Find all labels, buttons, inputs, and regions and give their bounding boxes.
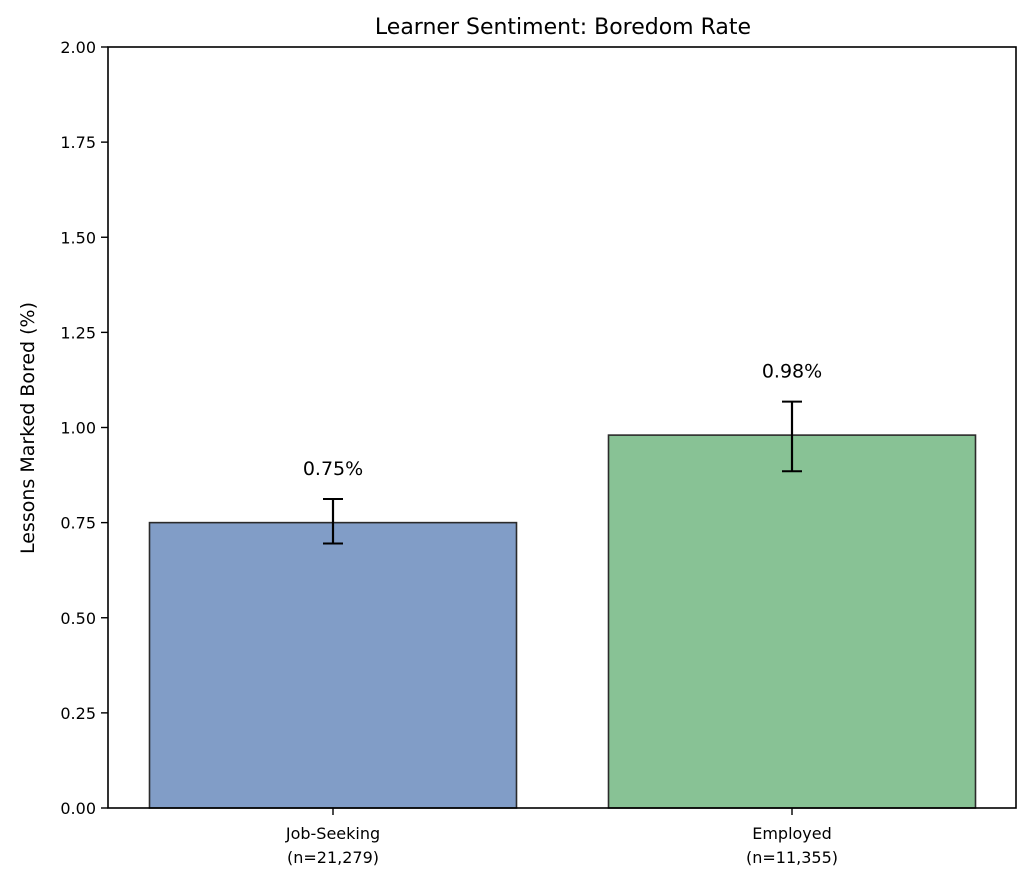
y-tick-label: 0.50 bbox=[60, 609, 96, 628]
x-tick-sublabel: (n=11,355) bbox=[746, 848, 838, 867]
y-tick-label: 1.75 bbox=[60, 133, 96, 152]
chart-title: Learner Sentiment: Boredom Rate bbox=[375, 15, 751, 40]
x-tick-label: Employed bbox=[752, 824, 832, 843]
bar bbox=[148, 521, 518, 809]
y-tick-label: 1.00 bbox=[60, 419, 96, 438]
x-tick-label: Job-Seeking bbox=[285, 824, 380, 843]
y-tick-label: 0.75 bbox=[60, 514, 96, 533]
y-tick-label: 2.00 bbox=[60, 38, 96, 57]
y-tick-label: 1.50 bbox=[60, 228, 96, 247]
bar bbox=[607, 434, 977, 809]
y-tick-label: 0.25 bbox=[60, 704, 96, 723]
y-tick-label: 0.00 bbox=[60, 799, 96, 818]
y-axis-label: Lessons Marked Bored (%) bbox=[17, 302, 39, 554]
data-label: 0.75% bbox=[303, 458, 363, 480]
x-tick-sublabel: (n=21,279) bbox=[287, 848, 379, 867]
y-tick-label: 1.25 bbox=[60, 323, 96, 342]
data-label: 0.98% bbox=[762, 361, 822, 383]
